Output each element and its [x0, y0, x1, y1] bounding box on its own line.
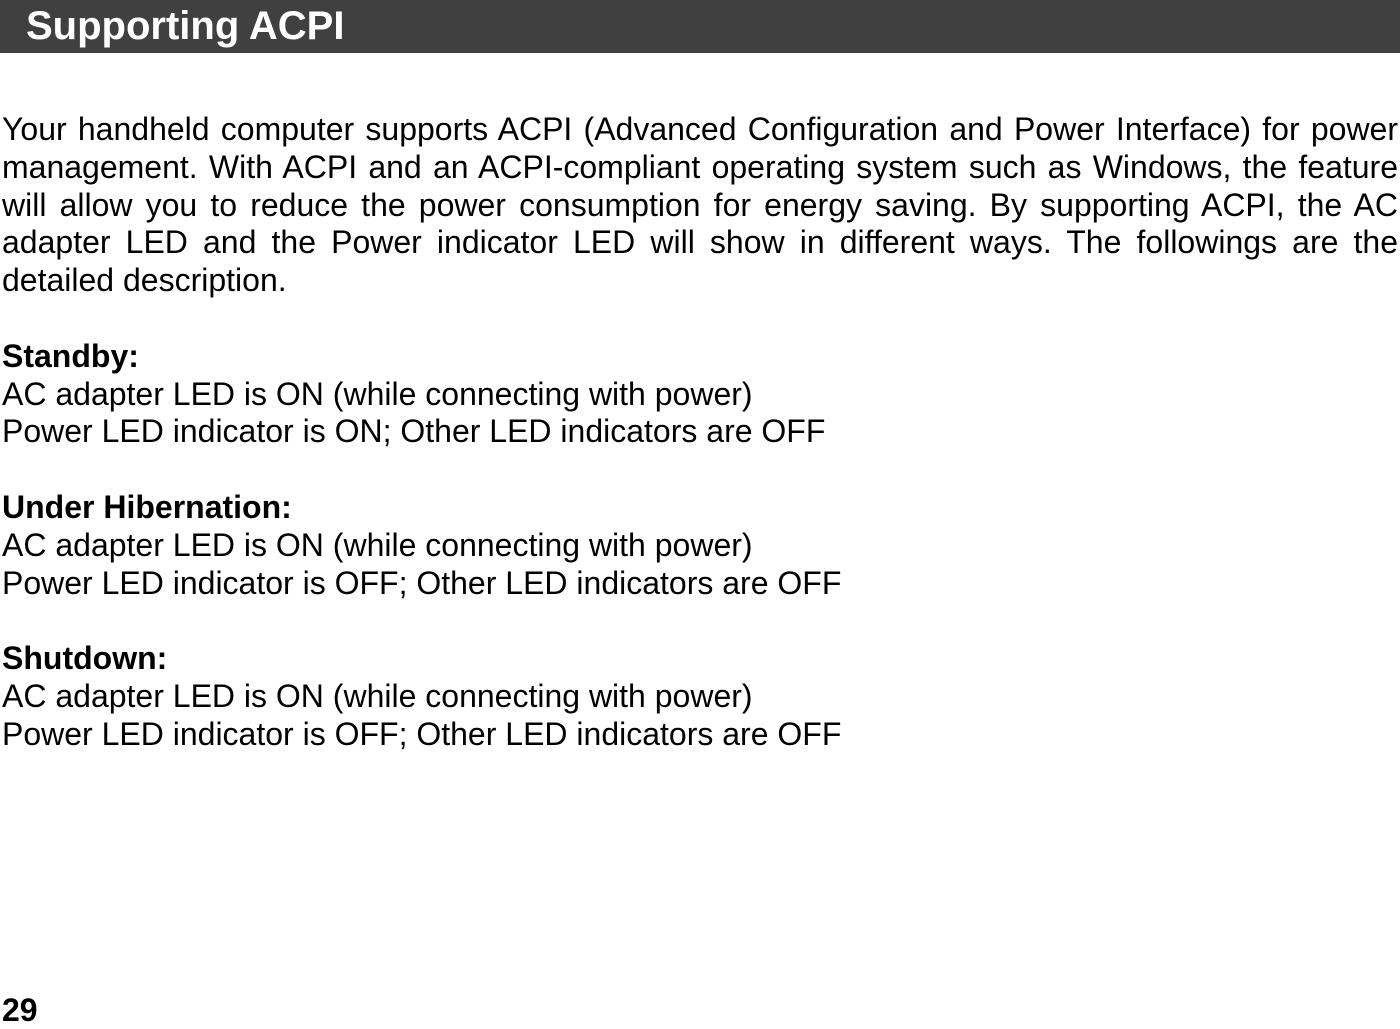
- body-text: Your handheld computer supports ACPI (Ad…: [0, 111, 1400, 754]
- spacer: [2, 300, 1398, 338]
- hibernation-line2: Power LED indicator is OFF; Other LED in…: [2, 565, 1398, 603]
- shutdown-line1: AC adapter LED is ON (while connecting w…: [2, 678, 1398, 716]
- spacer: [2, 602, 1398, 640]
- standby-line1: AC adapter LED is ON (while connecting w…: [2, 376, 1398, 414]
- shutdown-heading: Shutdown:: [2, 640, 1398, 678]
- page-title: Supporting ACPI: [26, 4, 344, 48]
- document-page: Supporting ACPI Your handheld computer s…: [0, 0, 1400, 1029]
- standby-heading: Standby:: [2, 338, 1398, 376]
- title-bar: Supporting ACPI: [0, 0, 1400, 53]
- intro-paragraph: Your handheld computer supports ACPI (Ad…: [2, 111, 1398, 300]
- standby-line2: Power LED indicator is ON; Other LED ind…: [2, 413, 1398, 451]
- shutdown-line2: Power LED indicator is OFF; Other LED in…: [2, 716, 1398, 754]
- spacer: [2, 451, 1398, 489]
- page-number: 29: [2, 992, 38, 1029]
- hibernation-heading: Under Hibernation:: [2, 489, 1398, 527]
- hibernation-line1: AC adapter LED is ON (while connecting w…: [2, 527, 1398, 565]
